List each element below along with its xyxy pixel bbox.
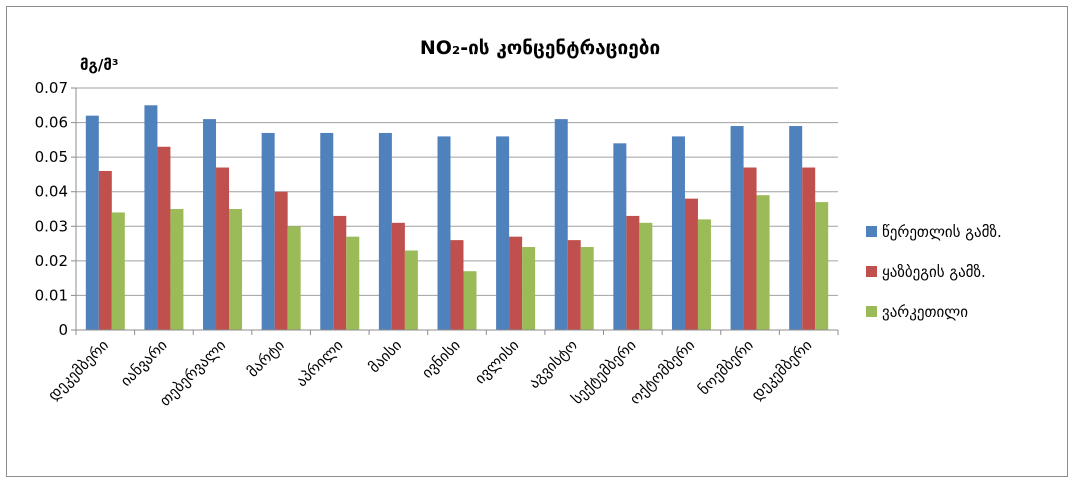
y-tick-label: 0 [58,321,68,339]
bar [85,115,99,331]
y-axis-unit-label: მგ/მ³ [80,56,118,74]
x-category-label: აპრილი [292,336,346,390]
x-category-label: მარტი [243,336,288,381]
x-category-label: ივნისი [418,336,464,382]
legend: წერეთლის გამზ. ყაზბეგის გამზ. ვარკეთილი [866,223,1002,321]
bar [203,119,217,330]
bar [802,167,816,330]
y-tick-label: 0.03 [35,217,68,235]
bar [613,143,627,330]
bar [391,222,405,330]
chart-title: NO₂-ის კონცენტრაციები [420,37,660,59]
bar [378,132,392,330]
y-tick-label: 0.06 [35,114,68,132]
bar [522,247,536,330]
bar [437,136,451,330]
bar [261,132,275,330]
bar [567,240,581,330]
bar [626,215,640,330]
y-axis-ticks: 0 0.01 0.02 0.03 0.04 0.05 0.06 0.07 [35,79,68,339]
bar [144,105,158,331]
bar [509,236,523,330]
bar [496,136,510,330]
bar [580,247,594,330]
x-category-label: დეკემბერი [44,336,112,404]
bar [554,119,568,330]
x-category-label: ნოემბერი [695,336,758,399]
bar [404,250,418,330]
axes [71,87,839,335]
bar [170,209,184,330]
bar [333,215,347,330]
bar [639,222,653,330]
legend-swatch [866,266,877,277]
legend-label: ყაზბეგის გამზ. [882,263,986,281]
bar [216,167,230,330]
bar [684,198,698,330]
bar [789,126,803,331]
gridlines [76,87,838,296]
bar [111,212,125,330]
x-category-label: მაისი [365,336,405,376]
bar [463,271,477,330]
bar [287,226,301,330]
legend-swatch [866,226,877,237]
y-tick-label: 0.07 [35,79,68,97]
y-tick-label: 0.05 [35,148,68,166]
y-tick-label: 0.01 [35,286,68,304]
bar [157,146,171,330]
bar [229,209,243,330]
y-tick-label: 0.02 [35,252,68,270]
legend-swatch [866,306,877,317]
bar [98,170,112,330]
y-tick-label: 0.04 [35,183,68,201]
bar [450,240,464,330]
bar [320,132,334,330]
bar [730,126,744,331]
bar [756,195,770,330]
legend-label: წერეთლის გამზ. [882,223,1002,241]
bar [671,136,685,330]
x-category-label: აგვისტო [525,336,581,392]
bar [815,202,829,330]
bars [85,105,829,331]
bar [346,236,360,330]
x-category-label: ივლისი [471,336,523,388]
x-category-label: დეკემბერი [748,336,816,404]
legend-label: ვარკეთილი [882,303,968,321]
bar [697,219,711,330]
bar [274,191,288,330]
bar [743,167,757,330]
x-category-label: იანვარი [117,336,171,390]
